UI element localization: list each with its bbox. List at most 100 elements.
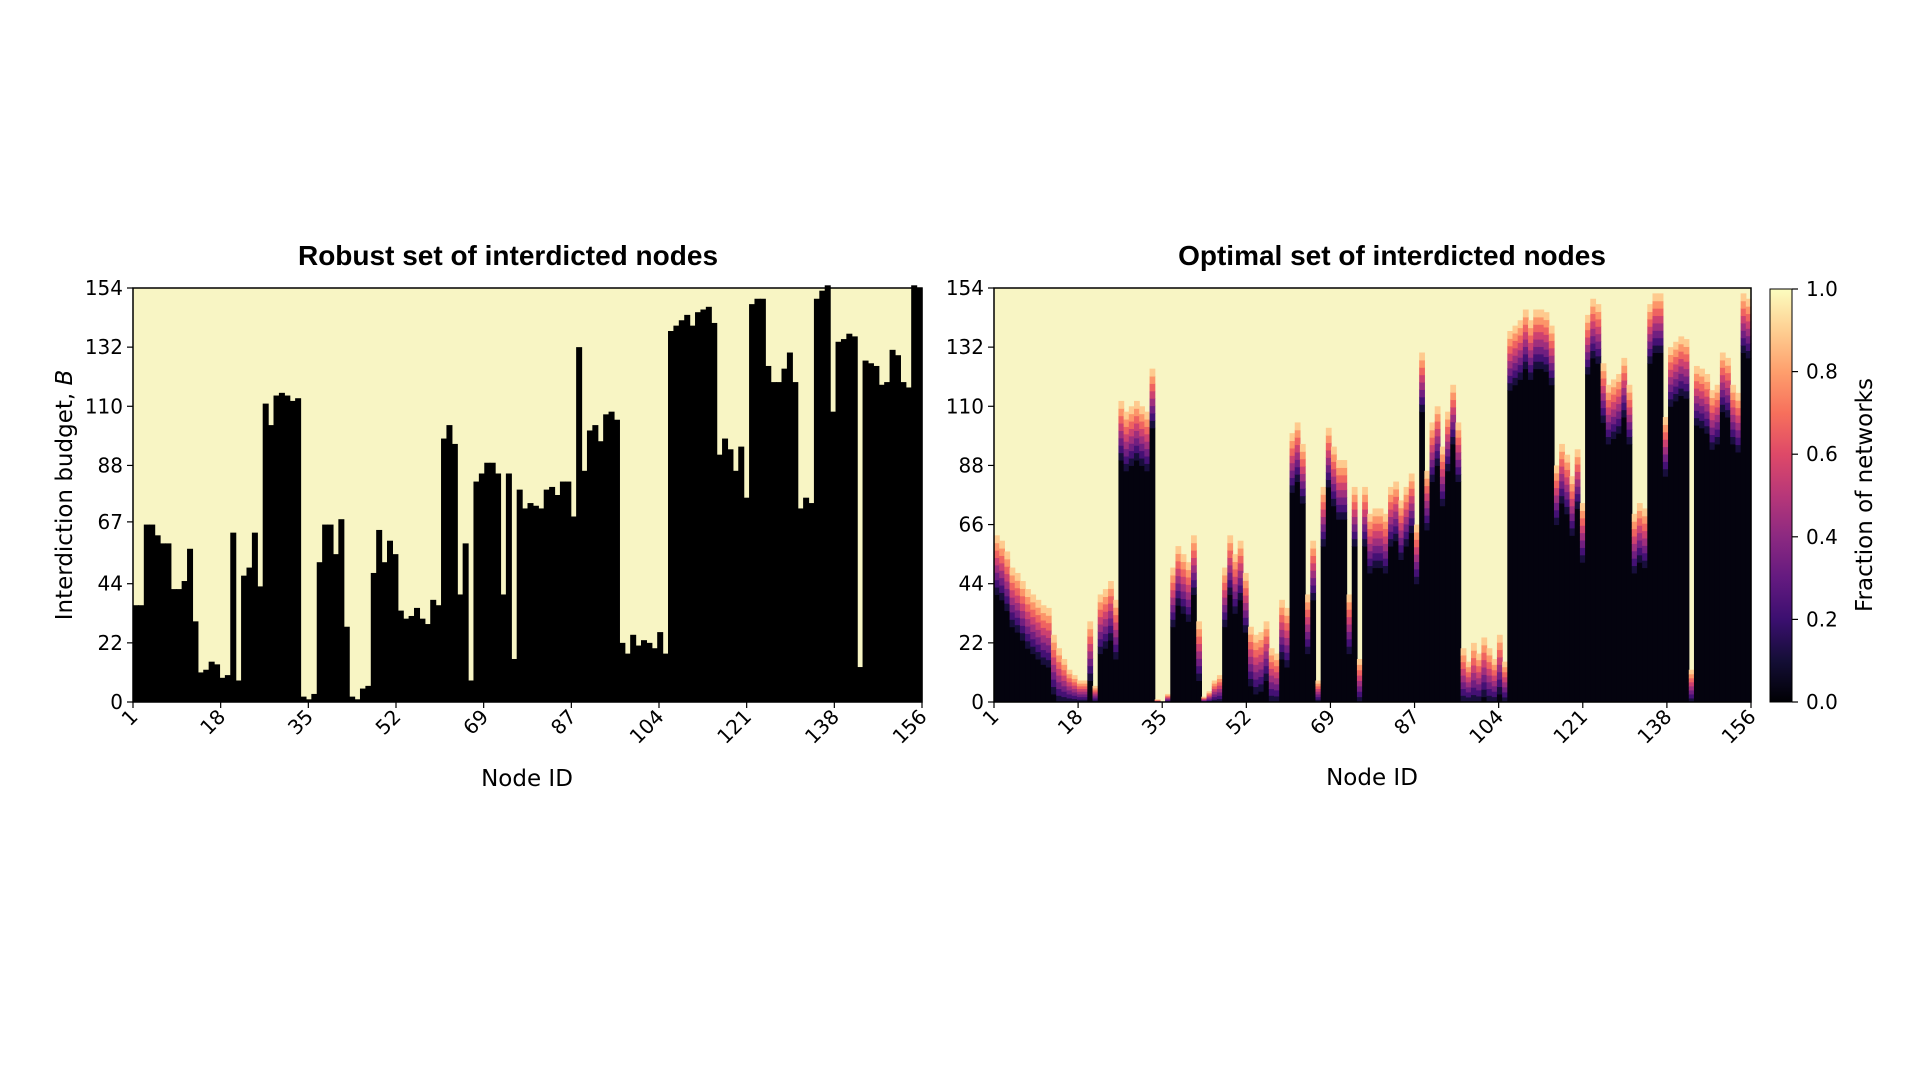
interdicted-bar bbox=[570, 516, 577, 702]
heatmap-column-gradient bbox=[1367, 543, 1374, 552]
heatmap-column-gradient bbox=[1128, 443, 1135, 452]
heatmap-column-gradient bbox=[1553, 509, 1560, 518]
heatmap-column-gradient bbox=[1673, 349, 1680, 358]
heatmap-column-gradient bbox=[1071, 685, 1078, 690]
heatmap-column-dark bbox=[1611, 438, 1617, 702]
heatmap-column-gradient bbox=[1507, 360, 1514, 369]
heatmap-column-gradient bbox=[1693, 365, 1700, 374]
y-tick-label: 66 bbox=[959, 513, 984, 537]
heatmap-column-gradient bbox=[1662, 461, 1669, 470]
heatmap-column-gradient bbox=[1704, 410, 1711, 419]
interdicted-bar bbox=[495, 473, 502, 702]
heatmap-column-gradient bbox=[1714, 421, 1721, 430]
heatmap-column-gradient bbox=[1543, 334, 1550, 343]
heatmap-column-dark bbox=[1595, 363, 1602, 702]
heatmap-column-gradient bbox=[1180, 576, 1187, 585]
heatmap-column-dark bbox=[1605, 443, 1612, 702]
y-tick-label: 110 bbox=[85, 394, 123, 418]
heatmap-column-gradient bbox=[1719, 404, 1726, 413]
heatmap-column-gradient bbox=[1455, 466, 1462, 475]
heatmap-column-gradient bbox=[1102, 596, 1109, 605]
heatmap-column-gradient bbox=[1227, 587, 1234, 595]
interdicted-bar bbox=[640, 640, 647, 702]
heatmap-column-gradient bbox=[1569, 490, 1576, 499]
heatmap-column-gradient bbox=[1061, 675, 1068, 681]
heatmap-column-dark bbox=[1445, 470, 1451, 702]
heatmap-column-dark bbox=[1393, 540, 1400, 702]
heatmap-column-dark bbox=[1419, 411, 1425, 702]
heatmap-column-gradient bbox=[1471, 657, 1477, 666]
heatmap-column-gradient bbox=[1258, 661, 1265, 670]
heatmap-column-dark bbox=[1574, 508, 1581, 702]
heatmap-column-gradient bbox=[1714, 392, 1721, 401]
heatmap-column-gradient bbox=[1626, 384, 1633, 393]
heatmap-column-gradient bbox=[1642, 515, 1648, 524]
heatmap-column-gradient bbox=[1522, 361, 1529, 370]
heatmap-column-gradient bbox=[1486, 695, 1493, 703]
heatmap-column-gradient bbox=[1356, 680, 1363, 687]
heatmap-column-gradient bbox=[1377, 508, 1384, 517]
heatmap-column-gradient bbox=[1025, 611, 1031, 620]
interdicted-bar bbox=[700, 309, 707, 702]
heatmap-column-gradient bbox=[1216, 695, 1223, 700]
heatmap-column-gradient bbox=[1336, 511, 1342, 520]
heatmap-column-gradient bbox=[1502, 691, 1508, 698]
heatmap-column-gradient bbox=[1419, 359, 1425, 368]
heatmap-column-dark bbox=[1429, 481, 1436, 702]
heatmap-column-gradient bbox=[1481, 652, 1488, 661]
heatmap-column-gradient bbox=[1657, 300, 1664, 309]
heatmap-column-gradient bbox=[1082, 691, 1088, 695]
heatmap-column-gradient bbox=[1087, 673, 1094, 681]
heatmap-column-gradient bbox=[1279, 629, 1285, 638]
heatmap-column-gradient bbox=[1315, 699, 1322, 703]
heatmap-column-gradient bbox=[1222, 582, 1228, 591]
heatmap-column-gradient bbox=[1512, 369, 1519, 378]
heatmap-column-gradient bbox=[1216, 691, 1223, 696]
heatmap-column-gradient bbox=[1222, 611, 1228, 620]
heatmap-column-gradient bbox=[1642, 508, 1648, 517]
heatmap-column-gradient bbox=[1232, 583, 1239, 592]
heatmap-column-gradient bbox=[1087, 636, 1094, 645]
heatmap-column-gradient bbox=[1502, 696, 1508, 703]
heatmap-column-gradient bbox=[1688, 689, 1695, 695]
heatmap-column-gradient bbox=[1424, 515, 1431, 524]
heatmap-column-gradient bbox=[1569, 476, 1576, 485]
heatmap-column-gradient bbox=[1144, 426, 1151, 435]
heatmap-column-gradient bbox=[1165, 699, 1171, 702]
heatmap-column-gradient bbox=[1719, 359, 1726, 368]
heatmap-column-gradient bbox=[1631, 543, 1638, 552]
heatmap-column-gradient bbox=[1393, 488, 1400, 497]
heatmap-column-gradient bbox=[1616, 388, 1622, 397]
heatmap-column-gradient bbox=[1398, 507, 1405, 516]
heatmap-column-gradient bbox=[1341, 467, 1348, 476]
heatmap-column-gradient bbox=[1113, 614, 1120, 623]
interdicted-bar bbox=[365, 685, 372, 702]
heatmap-column-dark bbox=[1647, 363, 1654, 702]
heatmap-column-gradient bbox=[1222, 589, 1228, 598]
heatmap-column-gradient bbox=[1108, 603, 1114, 612]
heatmap-column-gradient bbox=[1657, 322, 1664, 331]
heatmap-column-gradient bbox=[1642, 538, 1648, 546]
heatmap-column-gradient bbox=[1222, 567, 1228, 576]
heatmap-column-gradient bbox=[1248, 626, 1254, 635]
heatmap-column-gradient bbox=[1144, 411, 1151, 420]
heatmap-column-gradient bbox=[1305, 646, 1311, 655]
interdicted-bar bbox=[770, 382, 777, 702]
heatmap-column-gradient bbox=[1367, 550, 1374, 559]
heatmap-column-gradient bbox=[1486, 688, 1493, 696]
heatmap-column-gradient bbox=[1320, 531, 1327, 540]
heatmap-column-gradient bbox=[1507, 382, 1514, 391]
heatmap-column-gradient bbox=[1678, 358, 1685, 367]
heatmap-column-dark bbox=[1133, 460, 1140, 702]
heatmap-column-gradient bbox=[1025, 640, 1031, 649]
heatmap-column-gradient bbox=[1481, 637, 1488, 646]
heatmap-column-gradient bbox=[1331, 483, 1337, 492]
heatmap-column-gradient bbox=[1128, 413, 1135, 422]
heatmap-column-gradient bbox=[1196, 658, 1202, 667]
interdicted-bar bbox=[603, 414, 610, 702]
heatmap-column-gradient bbox=[1429, 429, 1436, 438]
heatmap-column-gradient bbox=[1745, 298, 1752, 307]
heatmap-column-gradient bbox=[1678, 343, 1685, 352]
heatmap-column-gradient bbox=[1139, 406, 1145, 415]
heatmap-column-gradient bbox=[1097, 624, 1104, 632]
